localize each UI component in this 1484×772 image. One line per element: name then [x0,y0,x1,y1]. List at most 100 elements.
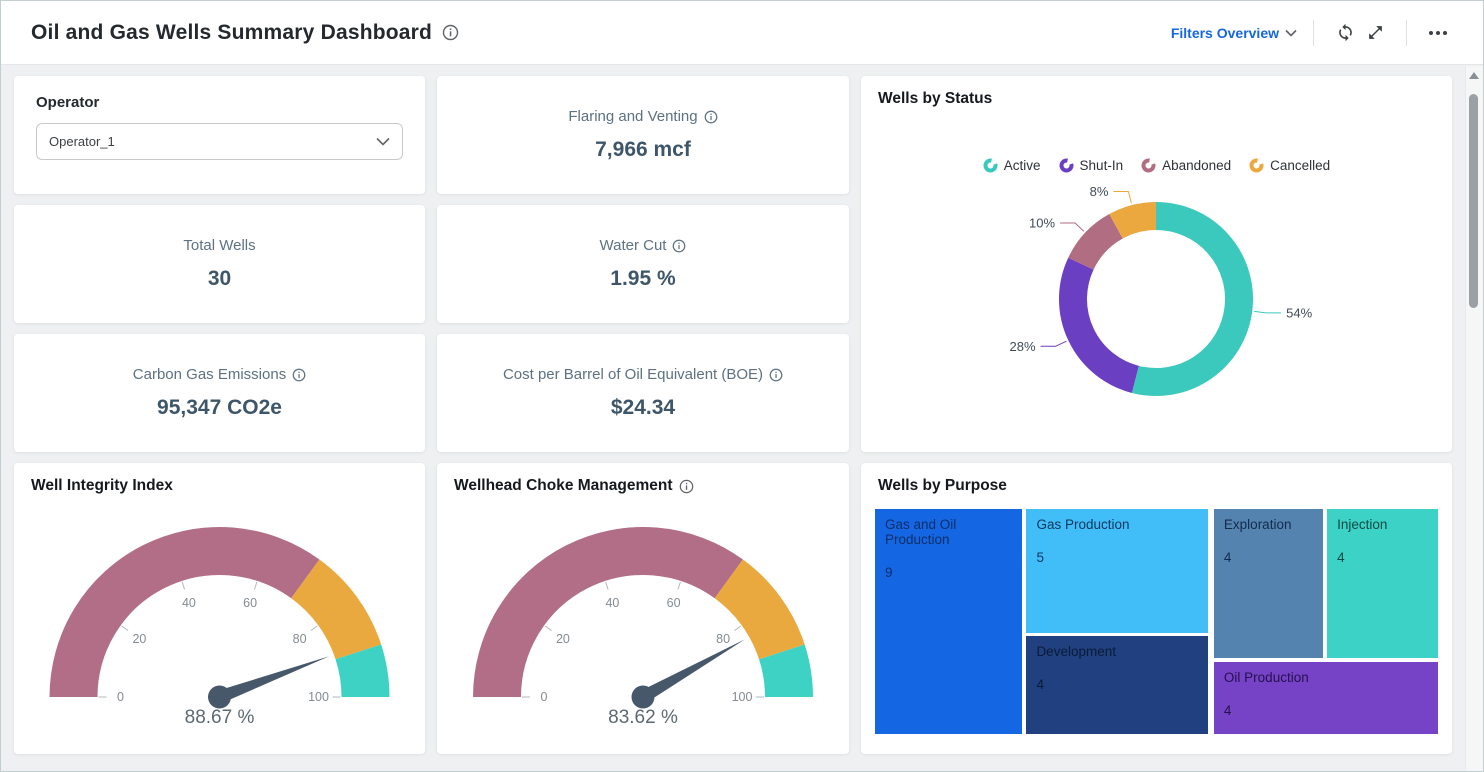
gauge-tick-label: 100 [732,690,753,704]
header: Oil and Gas Wells Summary Dashboard Filt… [1,1,1483,65]
legend-item-abandoned[interactable]: Abandoned [1141,158,1231,173]
treemap-tile-gas-production[interactable]: Gas Production 5 [1026,509,1209,634]
donut-slice-cancelled[interactable] [1109,202,1157,239]
refresh-button[interactable] [1330,18,1360,48]
donut-callout-line [1254,310,1282,314]
operator-selected-value: Operator_1 [49,134,115,149]
gauge-band [335,644,390,698]
gauge-needle-hub [208,685,231,709]
wells-by-purpose-card: Wells by Purpose Gas and Oil Production 9… [861,463,1452,754]
gauge-tick-label: 40 [605,596,619,610]
kpi-title: Carbon Gas Emissions [132,366,287,383]
chart-title: Well Integrity Index [31,477,173,494]
kpi-value: 95,347 CO2e [157,396,282,419]
treemap-tile-gas-and-oil-production[interactable]: Gas and Oil Production 9 [875,509,1022,734]
scrollbar-thumb[interactable] [1469,94,1478,308]
scrollbar-up-arrow[interactable] [1469,72,1479,79]
gauge-tick-label: 80 [716,632,730,646]
gauge-tick-label: 0 [117,690,124,704]
gauge-tick-label: 60 [243,596,257,610]
treemap-tile-value: 4 [1223,703,1232,718]
treemap-tile-label: Development [1036,644,1116,660]
kpi-water-cut: Water Cut 1.95 % [437,205,849,323]
operator-select[interactable]: Operator_1 [36,123,403,160]
donut-slice-abandoned[interactable] [1068,214,1124,271]
kpi-title: Cost per Barrel of Oil Equivalent (BOE) [502,366,764,383]
gauge-band [758,644,813,698]
gauge-tick-label: 20 [132,632,146,646]
legend-item-shut-in[interactable]: Shut-In [1059,158,1124,173]
donut-percentage-label: 28% [1010,339,1036,354]
gauge-tick [544,625,552,631]
legend-item-active[interactable]: Active [983,158,1041,173]
treemap-tile-label: Oil Production [1223,670,1309,685]
info-icon[interactable] [679,479,694,494]
info-icon[interactable] [769,368,783,382]
gauge-band [49,527,320,698]
legend-label: Shut-In [1079,158,1124,173]
donut-callout-line [1040,340,1067,347]
fullscreen-button[interactable] [1360,18,1390,48]
legend-donut-icon [983,158,998,173]
donut-percentage-label: 8% [1090,184,1109,199]
gauge-tick-label: 20 [556,632,570,646]
gauge-tick-label: 100 [308,690,329,704]
legend-item-cancelled[interactable]: Cancelled [1249,158,1330,173]
chart-title: Wells by Purpose [878,477,1007,494]
wells-by-status-card: Wells by Status Active Shut-In Abandoned Ca… [861,76,1452,452]
divider [1313,19,1314,46]
chart-title: Wells by Status [878,90,993,107]
well-integrity-gauge-chart: 0 20 40 60 80 100 88.67 % [49,527,390,728]
donut-callout-line [1060,222,1085,232]
chevron-down-icon [376,133,390,151]
gauge-tick-label: 40 [182,596,196,610]
treemap-tile-value: 5 [1036,550,1044,565]
treemap-tile-development[interactable]: Development 4 [1026,636,1209,734]
legend-donut-icon [1141,158,1156,173]
info-icon[interactable] [442,24,459,41]
kpi-title: Water Cut [599,237,667,254]
chart-title: Wellhead Choke Management [454,477,673,494]
chevron-down-icon [1285,29,1297,37]
treemap-tile-value: 4 [1337,550,1345,565]
info-icon[interactable] [704,110,718,124]
donut-slice-shut-in[interactable] [1059,257,1140,393]
wells-by-status-donut-chart: 54% 28% 10% 8% [1010,184,1313,396]
kpi-title: Flaring and Venting [568,108,698,125]
gauge-value-label: 88.67 % [185,707,255,728]
info-icon[interactable] [672,239,686,253]
ellipsis-icon [1429,30,1447,35]
gauge-tick [677,581,681,590]
divider [1406,19,1407,46]
wellhead-choke-gauge-chart: 0 20 40 60 80 100 83.62 % [473,527,813,728]
donut-slice-active[interactable] [1131,202,1253,396]
kpi-value: $24.34 [610,396,676,419]
filters-overview-menu[interactable]: Filters Overview [1171,25,1297,41]
gauge-tick-label: 0 [541,690,548,704]
donut-legend: Active Shut-In Abandoned Cancelled [875,158,1438,173]
gauge-needle [639,639,745,703]
vertical-scrollbar[interactable] [1465,66,1483,771]
well-integrity-index-card: Well Integrity Index 0 20 40 60 80 100 88.67 % [14,463,425,754]
gauge-tick [734,625,742,631]
gauge-tick [181,581,186,590]
treemap-tile-label: Injection [1337,517,1388,532]
treemap-tile-label: Gas Production [1036,517,1130,532]
gauge-value-label: 83.62 % [608,707,678,728]
donut-percentage-label: 54% [1286,305,1312,320]
treemap-tile-oil-production[interactable]: Oil Production 4 [1213,662,1438,734]
legend-donut-icon [1059,158,1074,173]
legend-label: Active [1003,158,1041,173]
gauge-tick-label: 60 [667,596,681,610]
treemap-tile-exploration[interactable]: Exploration 4 [1213,509,1324,658]
treemap-tile-label: Gas and Oil Production [885,517,957,547]
operator-label: Operator [36,94,100,111]
operator-filter-card: Operator Operator_1 [14,76,425,194]
more-options-button[interactable] [1423,18,1453,48]
kpi-title: Total Wells [183,237,256,254]
gauge-tick [253,581,258,590]
donut-percentage-label: 10% [1029,216,1055,231]
treemap-tile-injection[interactable]: Injection 4 [1327,509,1438,658]
info-icon[interactable] [292,368,306,382]
